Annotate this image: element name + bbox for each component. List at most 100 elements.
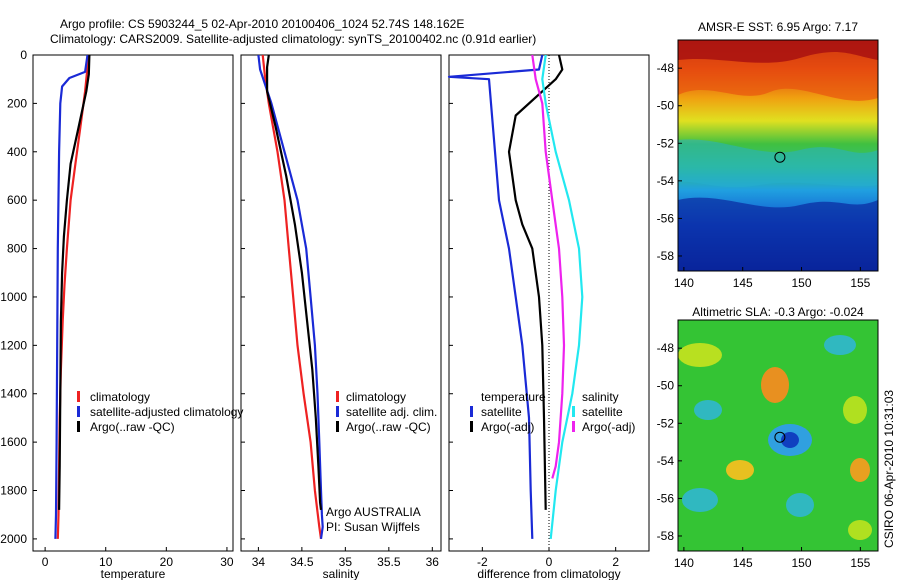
series-line-argo-raw-qc- — [266, 54, 323, 511]
x-tick-label: 20 — [160, 555, 174, 569]
y-tick-label: 800 — [7, 242, 27, 256]
series-line-satellite-adj-clim- — [257, 54, 324, 540]
y-tick-label: 200 — [7, 96, 27, 110]
legend-label-satellite: satellite-adjusted climatology — [90, 405, 243, 419]
legend-swatch-satellite — [77, 406, 80, 417]
y-tick-label: 600 — [7, 193, 27, 207]
map-x-tick-label: 140 — [674, 556, 694, 570]
sla-map-frame — [677, 319, 879, 552]
legend-swatch-temp-argo — [470, 421, 473, 432]
map-y-tick-label: -48 — [657, 341, 675, 355]
legend-label-climatology: climatology — [346, 390, 406, 404]
legend-swatch-sal-satellite — [572, 406, 575, 417]
sla-patch — [678, 343, 722, 367]
sst-map: AMSR-E SST: 6.95 Argo: 7.17 140 145 150 155… — [657, 20, 879, 290]
x-tick-label: 10 — [99, 555, 113, 569]
sst-map-frame — [677, 39, 879, 272]
series-line-satellite — [541, 54, 584, 540]
y-tick-label: 1000 — [0, 290, 27, 304]
x-tick-label: 35.5 — [377, 555, 401, 569]
map-x-tick-label: 150 — [792, 276, 812, 290]
x-tick-label: 30 — [220, 555, 234, 569]
salinity-panel: 34 34.5 35 35.5 36 salinity — [240, 54, 442, 580]
x-tick-label: 0 — [42, 555, 49, 569]
sla-map-title: Altimetric SLA: -0.3 Argo: -0.024 — [692, 305, 864, 319]
x-tick-label: 0 — [546, 555, 553, 569]
sla-map-ticks: 140 145 150 155 -48 -50 -52 -54 -56 -58 — [657, 341, 871, 570]
x-tick-label: 2 — [612, 555, 619, 569]
sla-patch — [781, 432, 799, 448]
sla-patch — [726, 460, 754, 480]
sst-cold-region — [678, 197, 878, 271]
y-tick-label: 1400 — [0, 387, 27, 401]
x-axis-label: difference from climatology — [477, 567, 620, 580]
pi-text: PI: Susan Wijffels — [326, 520, 420, 534]
legend-label-sal-satellite: satellite — [582, 405, 623, 419]
map-x-tick-label: 145 — [733, 276, 753, 290]
legend-group-temperature: temperature — [481, 390, 546, 404]
legend-label-satellite: satellite adj. clim. — [346, 405, 437, 419]
salinity-legend: climatology satellite adj. clim. Argo(..… — [326, 390, 437, 534]
sst-argo-marker — [774, 151, 786, 163]
x-tick-label: 36 — [426, 555, 440, 569]
header-line1: Argo profile: CS 5903244_5 02-Apr-2010 2… — [60, 17, 464, 31]
map-y-tick-label: -52 — [657, 416, 675, 430]
map-y-tick-label: -52 — [657, 136, 675, 150]
plot-frame — [240, 54, 442, 552]
sla-patch — [843, 396, 867, 424]
map-y-tick-label: -56 — [657, 211, 675, 225]
y-tick-label: 1600 — [0, 435, 27, 449]
legend-label-temp-argo: Argo(-adj) — [481, 420, 534, 434]
legend-label-temp-satellite: satellite — [481, 405, 522, 419]
sla-map: Altimetric SLA: -0.3 Argo: -0.024 140 145… — [657, 305, 879, 570]
credit-text: Argo AUSTRALIA — [326, 505, 421, 519]
legend-label-argo: Argo(..raw -QC) — [90, 420, 175, 434]
map-y-tick-label: -50 — [657, 99, 675, 113]
legend-label-climatology: climatology — [90, 390, 150, 404]
series-line-satellite — [447, 54, 544, 539]
series-line-argo-adj- — [531, 54, 566, 479]
timestamp-text: CSIRO 06-Apr-2010 10:31:03 — [882, 390, 896, 548]
sla-patch — [850, 458, 870, 482]
sla-patch — [786, 493, 814, 517]
sla-patch — [824, 335, 856, 355]
y-tick-label: 0 — [20, 48, 27, 62]
map-y-tick-label: -54 — [657, 174, 675, 188]
legend-label-argo: Argo(..raw -QC) — [346, 420, 431, 434]
series-line-satellite-adjusted-climatology — [54, 54, 89, 539]
y-tick-label: 2000 — [0, 532, 27, 546]
sst-map-ticks: 140 145 150 155 -48 -50 -52 -54 -56 -58 — [657, 61, 871, 290]
legend-swatch-climatology — [77, 391, 80, 402]
x-tick-label: 34.5 — [290, 555, 314, 569]
series-line-argo-raw-qc- — [58, 54, 91, 510]
difference-legend: temperature satellite Argo(-adj) salinit… — [470, 390, 635, 434]
temperature-panel: 0 10 20 30 0 200 400 600 800 1000 1200 1400 1600 1800… — [0, 48, 234, 580]
header-line2: Climatology: CARS2009. Satellite-adjuste… — [50, 32, 536, 46]
sla-patch — [682, 488, 718, 512]
legend-swatch-climatology — [336, 391, 339, 402]
legend-swatch-temp-satellite — [470, 406, 473, 417]
sla-argo-marker — [774, 431, 786, 443]
series-line-argo-adj- — [507, 54, 564, 510]
legend-group-salinity: salinity — [582, 390, 619, 404]
sla-patch — [761, 367, 789, 403]
map-y-tick-label: -58 — [657, 249, 675, 263]
plot-frame — [448, 54, 650, 552]
plot-frame — [32, 54, 234, 552]
y-tick-label: 1200 — [0, 338, 27, 352]
temperature-legend: climatology satellite-adjusted climatolo… — [77, 390, 243, 434]
sst-mid-band — [678, 139, 878, 188]
map-x-tick-label: 145 — [733, 556, 753, 570]
legend-swatch-sal-argo — [572, 421, 575, 432]
sla-patch — [694, 400, 722, 420]
x-tick-label: 35 — [339, 555, 353, 569]
map-x-tick-label: 150 — [792, 556, 812, 570]
y-tick-label: 1800 — [0, 484, 27, 498]
map-y-tick-label: -50 — [657, 379, 675, 393]
x-tick-label: 34 — [252, 555, 266, 569]
series-line-climatology — [261, 54, 323, 540]
map-x-tick-label: 155 — [850, 556, 870, 570]
map-y-tick-label: -48 — [657, 61, 675, 75]
